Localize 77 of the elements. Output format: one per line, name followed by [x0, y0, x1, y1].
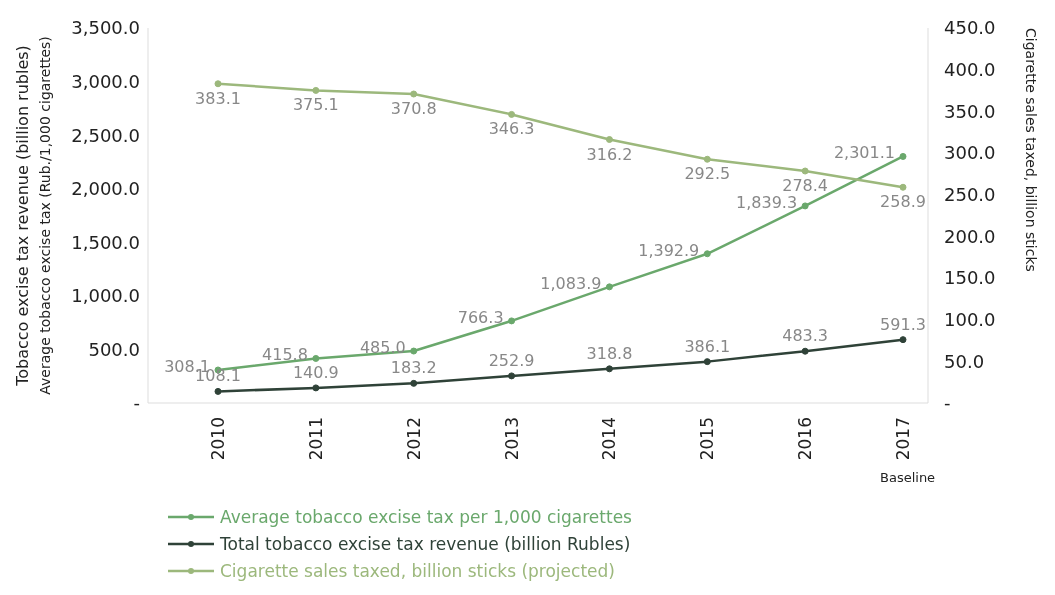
data-label: 346.3: [488, 119, 535, 139]
point: [801, 347, 809, 355]
x-tick-label: 2015: [697, 417, 718, 461]
data-label: 383.1: [195, 88, 241, 108]
point: [508, 317, 516, 325]
data-label: 591.3: [880, 314, 926, 334]
point: [899, 152, 907, 160]
x-tick-label: 2011: [305, 417, 326, 461]
data-label: 375.1: [292, 95, 339, 115]
data-label: 316.2: [586, 144, 633, 164]
data-label: 386.1: [684, 336, 731, 356]
y-tick-label: 1,000.0: [71, 285, 140, 307]
data-label: 483.3: [782, 326, 829, 346]
y2-tick-label: 450.0: [944, 17, 996, 39]
text: Baseline: [880, 470, 936, 485]
data-label: 292.5: [684, 164, 731, 184]
point: [899, 183, 907, 191]
y-tick-label: 3,500.0: [71, 17, 140, 39]
point: [703, 358, 711, 366]
x-tick-label: 2012: [403, 417, 424, 461]
point: [312, 384, 320, 392]
point: [801, 167, 809, 175]
legend-label: Total tobacco excise tax revenue (billion Rubles): [220, 533, 631, 554]
point: [410, 379, 418, 387]
data-label: 766.3: [457, 307, 504, 327]
x-tick-label: 2014: [599, 417, 620, 461]
point: [214, 387, 222, 395]
y2-axis-title: Cigarette sales taxed, billion sticks: [1023, 28, 1039, 272]
y2-tick-label: 400.0: [944, 59, 996, 81]
point: [605, 283, 613, 291]
point: [508, 110, 516, 118]
legend-label: Average tobacco excise tax per 1,000 cigarettes: [220, 506, 632, 527]
y-tick-label: 1,500.0: [71, 231, 140, 253]
point: [410, 347, 418, 355]
data-label: 258.9: [880, 192, 926, 212]
point: [801, 202, 809, 210]
y2-tick-label: -: [944, 392, 951, 414]
data-label: 183.2: [390, 358, 437, 378]
point: [703, 155, 711, 163]
legend-label: Cigarette sales taxed, billion sticks (projected): [220, 560, 615, 581]
point: [312, 354, 320, 362]
data-label: 1,839.3: [736, 192, 798, 212]
y-tick-label: 2,500.0: [71, 124, 140, 146]
data-label: 140.9: [292, 362, 339, 382]
y2-tick-label: 100.0: [944, 309, 996, 331]
y-axis-title: Tobacco excise tax revenue (billion rubles) Average tobacco excise tax (Rub./1,000 cigarettes): [13, 36, 53, 395]
y-tick-label: 2,000.0: [71, 178, 140, 200]
x-tick-label: 2010: [208, 417, 228, 461]
data-label: 2,301.1: [833, 143, 895, 163]
point: [605, 365, 613, 373]
y-tick-label: 3,000.0: [71, 70, 140, 92]
data-label: 485.0: [359, 338, 406, 358]
data-label: 252.9: [488, 350, 535, 370]
point: [214, 80, 222, 88]
y-tick-label: -: [133, 392, 140, 414]
x-tick-label: 2016: [795, 417, 816, 461]
point: [605, 136, 613, 143]
y2-tick-label: 200.0: [944, 225, 996, 247]
data-label: 278.4: [782, 176, 829, 195]
point: [508, 372, 516, 380]
point: [312, 86, 320, 94]
data-label: 415.8: [262, 345, 308, 365]
point: [703, 250, 711, 258]
y2-tick-label: 150.0: [944, 267, 996, 289]
x-tick-label: 2013: [501, 417, 522, 461]
data-label: 318.8: [586, 343, 633, 363]
y2-tick-label: 50.0: [944, 350, 985, 372]
y2-tick-label: 350.0: [944, 100, 996, 122]
data-label: 1,392.9: [638, 240, 700, 260]
x-tick-label: 2017: [893, 417, 913, 461]
data-label: 1,083.9: [540, 273, 602, 293]
point: [410, 90, 418, 98]
y2-tick-label: 250.0: [944, 184, 996, 206]
y2-tick-label: 300.0: [944, 142, 996, 164]
data-label: 370.8: [390, 99, 437, 118]
point: [899, 336, 907, 344]
y-tick-label: 500.0: [88, 338, 140, 360]
